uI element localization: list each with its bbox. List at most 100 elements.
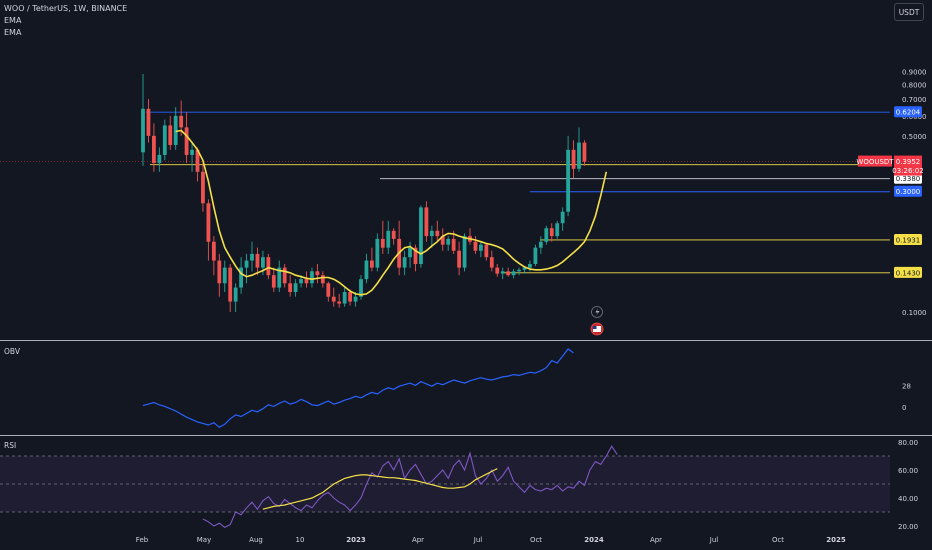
candle-body bbox=[293, 283, 298, 293]
candle-body bbox=[522, 267, 527, 270]
candle-body bbox=[141, 108, 145, 153]
candle-body bbox=[544, 228, 549, 242]
candle-body bbox=[538, 241, 543, 248]
candle-body bbox=[190, 149, 194, 155]
candle-body bbox=[582, 142, 587, 162]
candle-body bbox=[239, 267, 243, 288]
lightning-icon bbox=[595, 308, 600, 316]
candle-body bbox=[375, 238, 380, 268]
candle-body bbox=[511, 271, 516, 276]
time-axis-label: Feb bbox=[136, 536, 149, 544]
candle-body bbox=[179, 115, 184, 128]
price-axis-label: 0.5000 bbox=[902, 133, 927, 141]
candle-body bbox=[315, 271, 320, 276]
candle-body bbox=[386, 230, 391, 248]
candle-body bbox=[419, 207, 423, 265]
candle-body bbox=[479, 244, 483, 251]
symbol-tag bbox=[858, 155, 892, 167]
candle-body bbox=[244, 260, 249, 268]
candle-body bbox=[413, 247, 418, 265]
last-price-tag bbox=[894, 155, 922, 176]
candle-body bbox=[217, 260, 222, 284]
rsi-ma-line bbox=[262, 468, 498, 510]
candle-body bbox=[152, 135, 156, 164]
time-axis-label: 2023 bbox=[346, 536, 366, 544]
candle-body bbox=[408, 247, 412, 258]
candle-body bbox=[359, 279, 363, 297]
candle-body bbox=[173, 115, 178, 145]
rsi-axis-label: 20.00 bbox=[898, 523, 918, 531]
level-price-tag bbox=[894, 266, 922, 278]
currency-button[interactable]: USDT bbox=[894, 3, 924, 21]
candle-body bbox=[250, 253, 254, 261]
candle-body bbox=[560, 211, 565, 224]
indicator-label-ema-1[interactable]: EMA bbox=[4, 16, 22, 25]
level-price-label: 0.3000 bbox=[896, 188, 921, 196]
time-axis-label: 2024 bbox=[584, 536, 604, 544]
candle-body bbox=[566, 149, 570, 212]
obv-axis-label: 0 bbox=[902, 404, 906, 412]
candle-body bbox=[457, 250, 461, 268]
candle-body bbox=[533, 247, 538, 265]
candle-body bbox=[489, 257, 494, 268]
candle-body bbox=[282, 267, 287, 284]
candle-body bbox=[157, 154, 162, 164]
candle-body bbox=[549, 228, 554, 237]
candle-body bbox=[500, 271, 505, 274]
price-axis-label: 0.7000 bbox=[902, 96, 927, 104]
price-axis-label: 0.9000 bbox=[902, 68, 927, 76]
candle-body bbox=[271, 275, 276, 288]
last-price-label: 0.3952 bbox=[896, 158, 921, 166]
time-axis-label: Apr bbox=[650, 536, 662, 544]
obv-line bbox=[142, 348, 574, 429]
indicator-label-ema-2[interactable]: EMA bbox=[4, 28, 22, 37]
countdown-label: 03:26:02 bbox=[892, 167, 923, 175]
level-price-tag bbox=[894, 233, 922, 245]
candle-body bbox=[506, 271, 511, 276]
candle-body bbox=[446, 238, 451, 245]
candle-body bbox=[320, 275, 325, 284]
candle-body bbox=[266, 257, 271, 276]
candle-body bbox=[195, 149, 200, 172]
candle-body bbox=[577, 142, 581, 169]
candle-body bbox=[391, 230, 396, 239]
time-axis-label: May bbox=[197, 536, 211, 544]
candle-body bbox=[451, 238, 456, 251]
candle-body bbox=[440, 236, 445, 245]
candle-body bbox=[424, 207, 429, 237]
candle-body bbox=[299, 279, 303, 284]
price-axis-label: 0.1000 bbox=[902, 309, 927, 317]
candle-body bbox=[353, 296, 358, 302]
candle-body bbox=[484, 244, 489, 258]
candle-body bbox=[228, 267, 233, 302]
symbol-header[interactable]: WOO / TetherUS, 1W, BINANCE bbox=[4, 4, 128, 13]
candle-body bbox=[261, 257, 265, 268]
candle-body bbox=[342, 292, 347, 304]
level-price-label: 0.3380 bbox=[896, 175, 921, 183]
candle-body bbox=[402, 257, 407, 268]
candle-body bbox=[473, 241, 478, 251]
candle-body bbox=[364, 260, 369, 280]
ema-line bbox=[175, 129, 608, 296]
candle-body bbox=[255, 253, 260, 268]
candle-body bbox=[462, 236, 467, 268]
time-axis-label: Aug bbox=[249, 536, 263, 544]
candle-body bbox=[380, 238, 385, 248]
candle-body bbox=[162, 125, 167, 155]
rsi-axis-label: 40.00 bbox=[898, 495, 918, 503]
candle-body bbox=[304, 279, 309, 284]
time-axis-label: Apr bbox=[412, 536, 424, 544]
time-axis-label: Oct bbox=[772, 536, 784, 544]
rsi-line bbox=[202, 445, 618, 529]
candle-body bbox=[201, 171, 205, 204]
candle-body bbox=[435, 230, 440, 237]
candle-body bbox=[277, 267, 282, 288]
obv-pane-title: OBV bbox=[4, 347, 20, 356]
candle-body bbox=[429, 230, 434, 237]
candle-body bbox=[331, 296, 336, 302]
candle-body bbox=[168, 125, 173, 145]
time-axis-label: Jul bbox=[473, 536, 483, 544]
level-price-label: 0.1931 bbox=[896, 236, 921, 244]
time-axis-label: 2025 bbox=[826, 536, 846, 544]
